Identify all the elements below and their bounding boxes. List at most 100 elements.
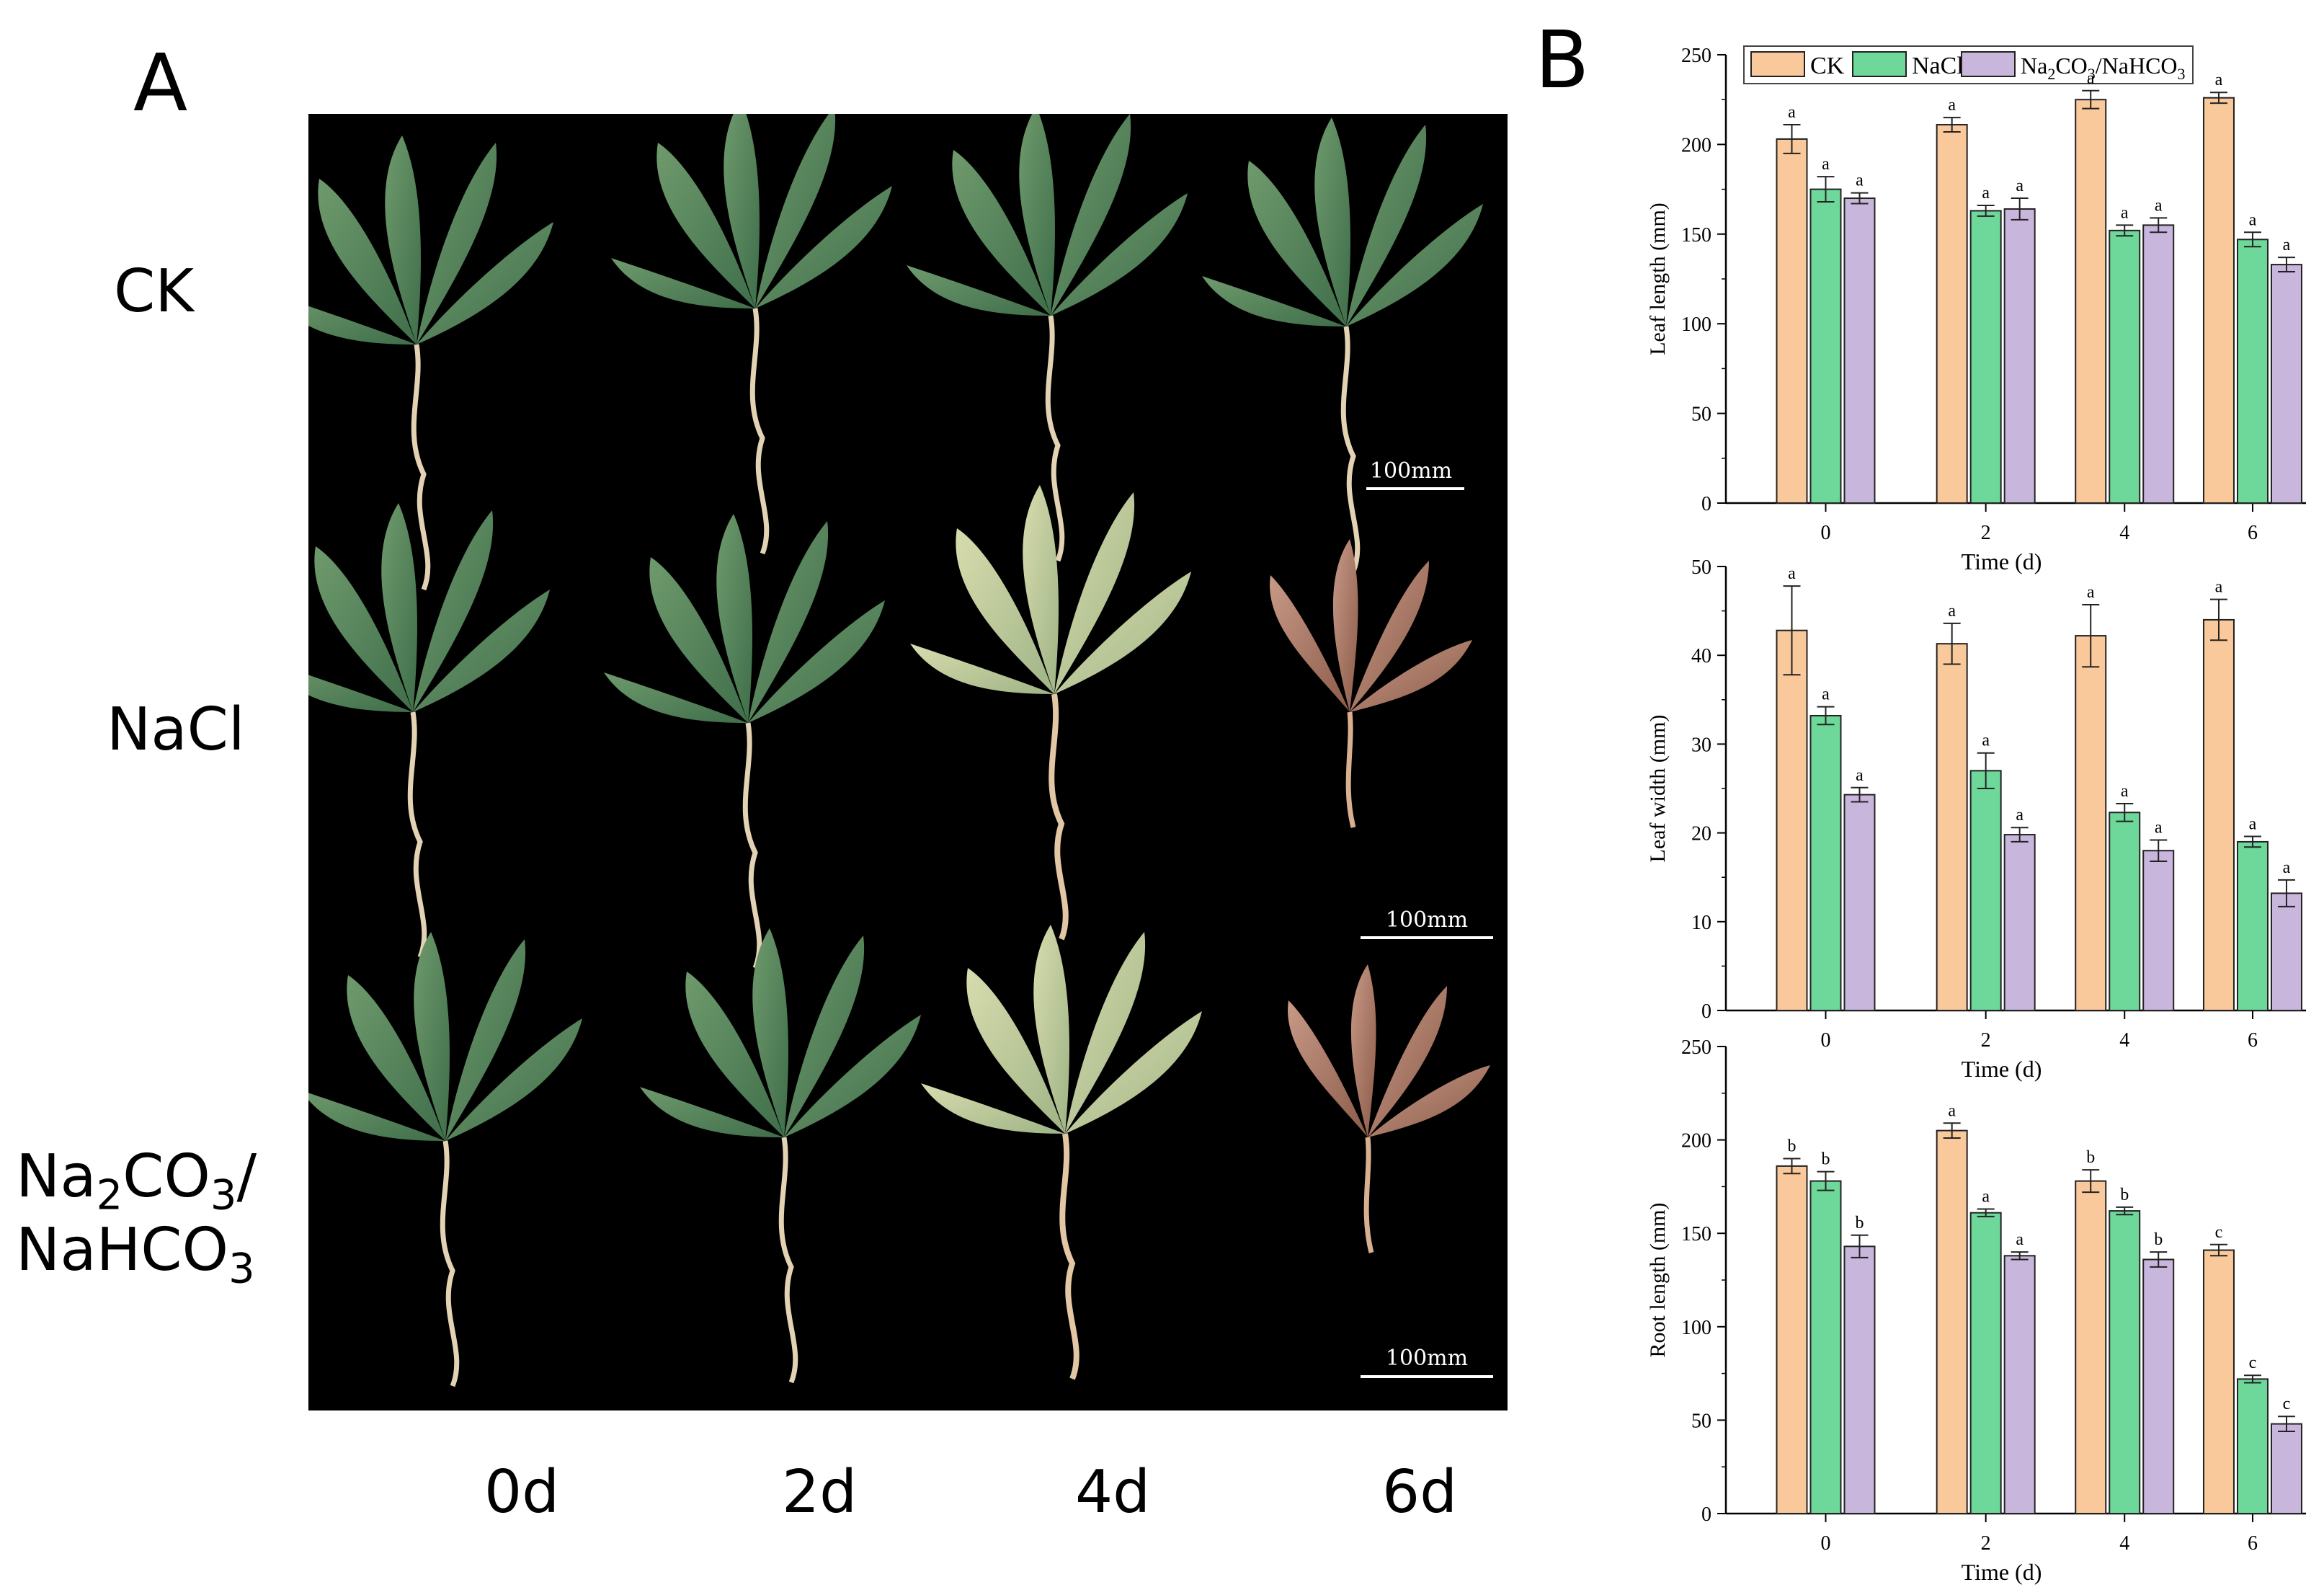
scale-bar-label-row3: 100mm — [1386, 1346, 1468, 1371]
y-tick-label: 50 — [1691, 1410, 1711, 1432]
x-tick-label: 6 — [2248, 522, 2258, 544]
significance-letter: a — [1856, 766, 1864, 785]
chart-1: 0 50 100 150 200 250 Leaf length (mm) 0 2 4 6 Time … — [1646, 45, 2306, 574]
y-tick-label: 100 — [1681, 314, 1711, 336]
y-axis-label: Root length (mm) — [1646, 1203, 1670, 1358]
bar — [2270, 892, 2302, 1011]
y-tick-label: 10 — [1691, 912, 1711, 934]
significance-letter: a — [2155, 818, 2163, 837]
scale-bar-label-row1: 100mm — [1370, 458, 1452, 484]
x-tick-label: 2 — [1981, 522, 1991, 544]
bar — [1776, 138, 1808, 504]
bar — [1936, 124, 1968, 505]
significance-letter: a — [2087, 69, 2095, 88]
significance-letter: a — [2121, 203, 2129, 222]
significance-letter: a — [1982, 732, 1990, 750]
significance-letter: a — [2016, 806, 2024, 825]
bar — [1969, 770, 2002, 1011]
significance-letter: c — [2249, 1354, 2257, 1372]
significance-letter: a — [1948, 96, 1956, 115]
bar — [2003, 834, 2036, 1011]
significance-letter: a — [2283, 858, 2291, 877]
bar — [2236, 1378, 2269, 1514]
legend-label-nacl: NaCl — [1912, 53, 1964, 79]
significance-letter: a — [1788, 564, 1796, 583]
y-tick-label: 250 — [1681, 45, 1711, 67]
significance-letter: b — [1787, 1137, 1796, 1156]
bar — [2075, 635, 2107, 1011]
legend-alkali-sub3: 3 — [2178, 65, 2186, 83]
row-label-nacl: NaCl — [107, 696, 245, 764]
bar-charts-panel: CK NaCl Na2CO3/NaHCO3 0 50 100 150 200 250 Lea… — [1614, 29, 2324, 1595]
x-axis-label: Time (d) — [1962, 548, 2042, 574]
bar — [2142, 850, 2175, 1011]
bar — [1809, 1180, 1842, 1515]
legend-swatch-ck — [1750, 51, 1805, 77]
significance-letter: a — [1788, 103, 1796, 122]
bar — [2236, 840, 2269, 1012]
bar — [2202, 1249, 2235, 1514]
significance-letter: b — [2086, 1148, 2095, 1167]
bar — [2142, 1258, 2175, 1515]
significance-letter: a — [2249, 815, 2257, 834]
panel-b-label: B — [1535, 14, 1590, 106]
bar — [2003, 1255, 2036, 1514]
plant-photo-illustration: 100mm 100mm 100mm — [308, 114, 1493, 1410]
row-label-alkali-sub1: 2 — [96, 1170, 123, 1219]
x-tick-label: 4 — [2119, 1532, 2129, 1555]
bar — [2003, 208, 2036, 505]
plant-photo-grid: 100mm 100mm 100mm — [308, 114, 1508, 1410]
row-label-alkali-na: Na — [16, 1142, 97, 1211]
bar — [1969, 210, 2002, 504]
significance-letter: b — [1855, 1214, 1864, 1232]
bar — [2202, 618, 2235, 1011]
legend: CK NaCl Na2CO3/NaHCO3 — [1743, 45, 2194, 84]
legend-alkali-nahco: /NaHCO — [2096, 53, 2178, 79]
significance-letter: a — [2215, 71, 2223, 89]
y-tick-label: 20 — [1691, 823, 1711, 845]
row-label-alkali: Na2CO3/ NaHCO3 — [16, 1142, 257, 1291]
x-tick-label: 2 — [1981, 1532, 1991, 1555]
bar — [2109, 812, 2141, 1012]
x-tick-label: 4 — [2119, 1029, 2129, 1052]
bar — [1936, 1129, 1968, 1514]
y-tick-label: 100 — [1681, 1317, 1711, 1339]
bar — [1936, 643, 1968, 1012]
y-tick-label: 30 — [1691, 734, 1711, 756]
y-tick-label: 0 — [1701, 1000, 1711, 1023]
bar — [2270, 264, 2302, 504]
y-tick-label: 50 — [1691, 404, 1711, 426]
x-tick-label: 0 — [1820, 1029, 1830, 1052]
legend-label-ck: CK — [1810, 53, 1845, 79]
significance-letter: b — [1821, 1150, 1830, 1169]
bar — [2202, 97, 2235, 505]
significance-letter: c — [2215, 1223, 2223, 1242]
significance-letter: a — [2016, 177, 2024, 195]
y-tick-label: 150 — [1681, 224, 1711, 246]
significance-letter: a — [1982, 1188, 1990, 1207]
significance-letter: a — [1822, 685, 1830, 704]
bar — [1843, 1245, 1876, 1514]
bar — [2109, 1210, 2141, 1514]
bar — [1843, 794, 1876, 1012]
row-label-alkali-co: CO — [123, 1142, 210, 1211]
row-label-alkali-slash: / — [236, 1142, 257, 1211]
significance-letter: a — [1856, 172, 1864, 190]
y-tick-label: 50 — [1691, 556, 1711, 579]
y-tick-label: 40 — [1691, 645, 1711, 667]
row-label-alkali-nahco: NaHCO — [16, 1215, 229, 1284]
significance-letter: a — [2016, 1230, 2024, 1249]
significance-letter: a — [1948, 1101, 1956, 1120]
chart-2: 0 10 20 30 40 50 Leaf width (mm) 0 2 4 6 Time (d) a a… — [1646, 556, 2306, 1082]
legend-swatch-alkali — [1961, 51, 2016, 77]
significance-letter: a — [2249, 210, 2257, 229]
bar — [2109, 229, 2141, 504]
y-axis-label: Leaf width (mm) — [1646, 715, 1670, 863]
legend-alkali-sub1: 2 — [2047, 65, 2055, 83]
x-axis-label: Time (d) — [1962, 1056, 2042, 1082]
significance-letter: b — [2120, 1186, 2129, 1204]
x-tick-label: 0 — [1820, 1532, 1830, 1555]
bar — [2075, 1180, 2107, 1515]
bar — [1809, 188, 1842, 504]
significance-letter: a — [1822, 155, 1830, 174]
